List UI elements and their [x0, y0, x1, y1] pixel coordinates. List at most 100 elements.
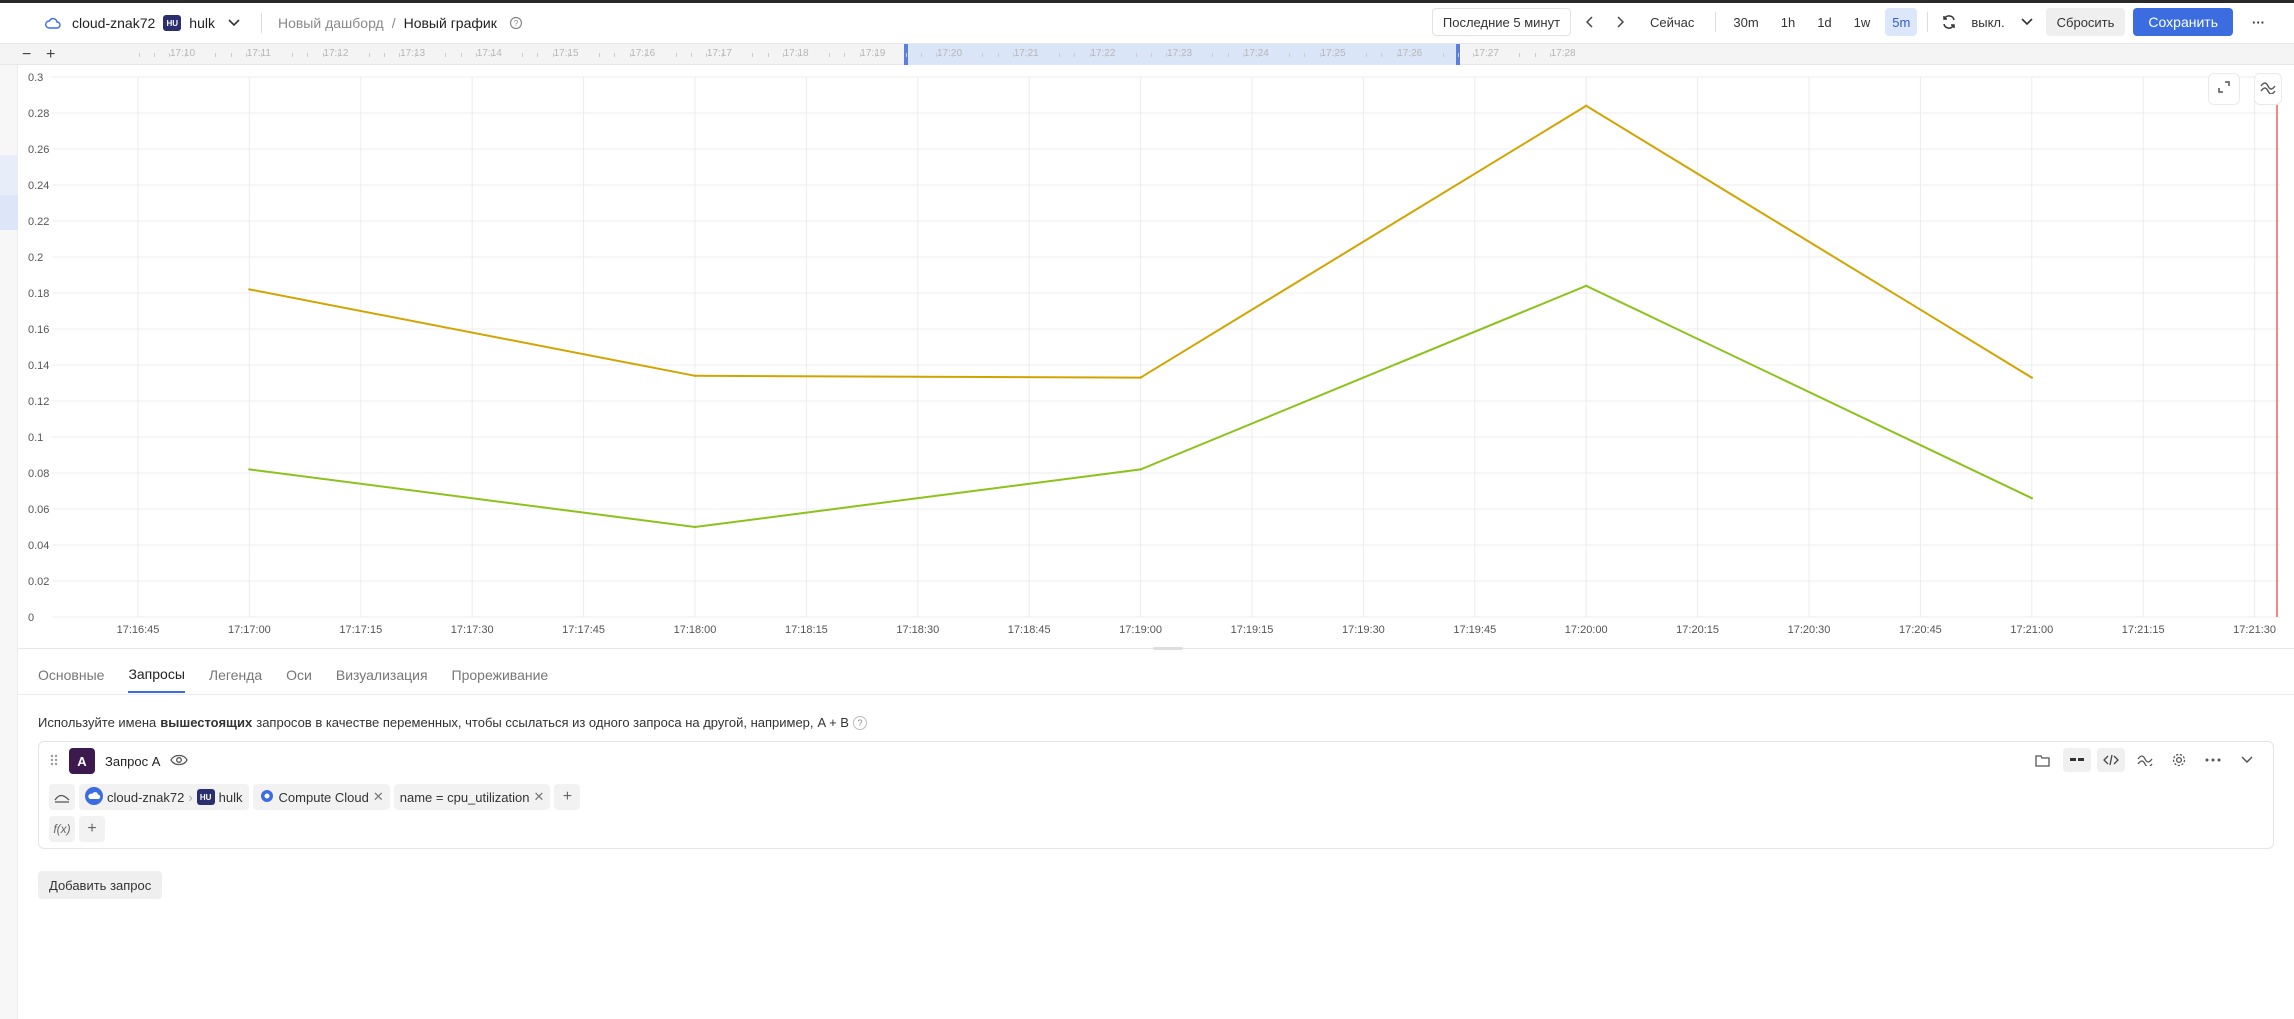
- preset-1h[interactable]: 1h: [1773, 8, 1803, 36]
- timeline-tick: [936, 53, 938, 57]
- zoom-in-button[interactable]: +: [46, 45, 56, 63]
- preset-1w[interactable]: 1w: [1846, 8, 1878, 36]
- timeline-tick: [706, 53, 708, 57]
- timeline-tick: [598, 53, 600, 57]
- timeline-tick: [782, 53, 784, 57]
- tab-main[interactable]: Основные: [38, 667, 105, 683]
- cloud-name[interactable]: cloud-znak72: [72, 15, 156, 31]
- label-filter[interactable]: name = cpu_utilization ✕: [393, 784, 551, 810]
- cloud-selector[interactable]: cloud-znak72 › HU hulk: [79, 784, 249, 810]
- timeline-label: 17:18: [783, 48, 809, 59]
- x-tick-label: 17:18:45: [1008, 624, 1051, 636]
- autorefresh-select[interactable]: выкл.: [1968, 8, 2008, 36]
- timeline-tick: [368, 53, 370, 57]
- fullscreen-button[interactable]: [2208, 73, 2240, 105]
- timeline-tick: [1258, 53, 1260, 57]
- x-tick-label: 17:21:30: [2233, 624, 2276, 636]
- timeline-tick: [767, 53, 769, 57]
- chevron-left-icon[interactable]: [1579, 11, 1601, 33]
- hint-example: A + B: [817, 715, 849, 730]
- timeline-tick: [644, 53, 646, 57]
- tab-visualization[interactable]: Визуализация: [335, 667, 428, 683]
- divider: [1927, 12, 1929, 32]
- add-function-button[interactable]: +: [79, 816, 105, 842]
- timeline-tick: [491, 53, 493, 57]
- folder-badge: HU: [163, 15, 182, 31]
- tab-queries[interactable]: Запросы: [128, 657, 185, 693]
- timeline-tick: [721, 53, 723, 57]
- gear-icon[interactable]: [2165, 748, 2193, 772]
- chart-area[interactable]: 0 0.02 0.04 0.06 0.08 0.1 0.12 0.14 0.16 0.18 0.2 0…: [18, 65, 2294, 645]
- zoom-out-button[interactable]: −: [22, 45, 32, 63]
- wave-icon: [2260, 80, 2276, 99]
- tab-axes[interactable]: Оси: [286, 667, 312, 683]
- timeline-tick: [230, 53, 232, 57]
- query-toolbar: [2029, 748, 2261, 772]
- timeline-tick: [1319, 53, 1321, 57]
- data-point: [693, 525, 697, 529]
- resize-handle[interactable]: [1153, 647, 1183, 650]
- help-icon[interactable]: ?: [852, 715, 867, 730]
- visual-editor-icon[interactable]: [2063, 748, 2091, 772]
- timeline-tick: [1135, 53, 1137, 57]
- preset-5m[interactable]: 5m: [1885, 8, 1918, 36]
- line-chart[interactable]: 0 0.02 0.04 0.06 0.08 0.1 0.12 0.14 0.16 0.18 0.2 0…: [18, 65, 2294, 645]
- timeline-tick: [537, 53, 539, 57]
- timeline-navigator[interactable]: − + 17:10 17:11 17:12 17:13 17:14 17:15 17:16 1…: [0, 43, 2294, 65]
- data-point: [2030, 376, 2034, 379]
- series-toggle-button[interactable]: [2254, 73, 2282, 105]
- wave-icon[interactable]: [2131, 748, 2159, 772]
- preset-1d[interactable]: 1d: [1810, 8, 1839, 36]
- data-point: [693, 374, 697, 377]
- help-icon[interactable]: ?: [505, 12, 527, 34]
- preset-30m[interactable]: 30m: [1726, 8, 1766, 36]
- timeline-tick: [1365, 53, 1367, 57]
- drag-handle-icon[interactable]: [49, 753, 59, 770]
- y-tick-label: 0.06: [28, 504, 49, 516]
- chevron-right-icon[interactable]: [1609, 11, 1631, 33]
- folder-name[interactable]: hulk: [189, 15, 215, 31]
- function-button[interactable]: f(x): [49, 816, 75, 842]
- timeline-tick: [1151, 53, 1153, 57]
- timeline-tick: [1181, 53, 1183, 57]
- breadcrumb-separator: /: [391, 15, 396, 31]
- chevron-down-icon[interactable]: [223, 12, 245, 34]
- close-icon[interactable]: ✕: [533, 789, 545, 804]
- query-letter: A: [69, 748, 95, 774]
- timeline-tick: [138, 53, 140, 57]
- chevron-down-icon[interactable]: [2233, 748, 2261, 772]
- data-point: [248, 288, 251, 291]
- service-selector[interactable]: Compute Cloud ✕: [252, 784, 390, 810]
- settings-panel: Основные Запросы Легенда Оси Визуализаци…: [18, 647, 2294, 1019]
- metric-type-icon[interactable]: [49, 784, 75, 810]
- page-title: Новый график: [403, 15, 497, 31]
- add-filter-button[interactable]: +: [554, 784, 581, 810]
- timeline-tick: [798, 53, 800, 57]
- folder-open-icon[interactable]: [2029, 748, 2057, 772]
- refresh-icon[interactable]: [1938, 11, 1960, 33]
- reset-button[interactable]: Сбросить: [2045, 8, 2126, 36]
- save-button[interactable]: Сохранить: [2133, 8, 2233, 36]
- y-tick-label: 0.1: [28, 432, 43, 444]
- timeline-label: 17:10: [170, 48, 196, 59]
- add-query-button[interactable]: Добавить запрос: [38, 871, 163, 899]
- code-icon[interactable]: [2097, 748, 2125, 772]
- tab-legend[interactable]: Легенда: [208, 667, 263, 683]
- more-menu-button[interactable]: ···: [2241, 8, 2276, 36]
- now-button[interactable]: Сейчас: [1639, 8, 1706, 36]
- timeline-tick: [690, 53, 692, 57]
- x-tick-label: 17:17:00: [228, 624, 271, 636]
- tab-downsampling[interactable]: Прореживание: [451, 667, 549, 683]
- hint-text: Используйте имена: [38, 715, 157, 730]
- more-icon[interactable]: [2199, 748, 2227, 772]
- time-range-button[interactable]: Последние 5 минут: [1431, 8, 1572, 36]
- breadcrumb-dashboard[interactable]: Новый дашборд: [277, 15, 384, 31]
- x-tick-label: 17:19:45: [1453, 624, 1496, 636]
- close-icon[interactable]: ✕: [372, 789, 384, 804]
- eye-icon[interactable]: [170, 754, 189, 769]
- x-tick-label: 17:20:00: [1565, 624, 1608, 636]
- query-title[interactable]: Запрос A: [105, 753, 161, 769]
- chevron-down-icon[interactable]: [2016, 11, 2038, 33]
- x-tick-label: 17:21:15: [2122, 624, 2165, 636]
- data-point: [248, 468, 251, 471]
